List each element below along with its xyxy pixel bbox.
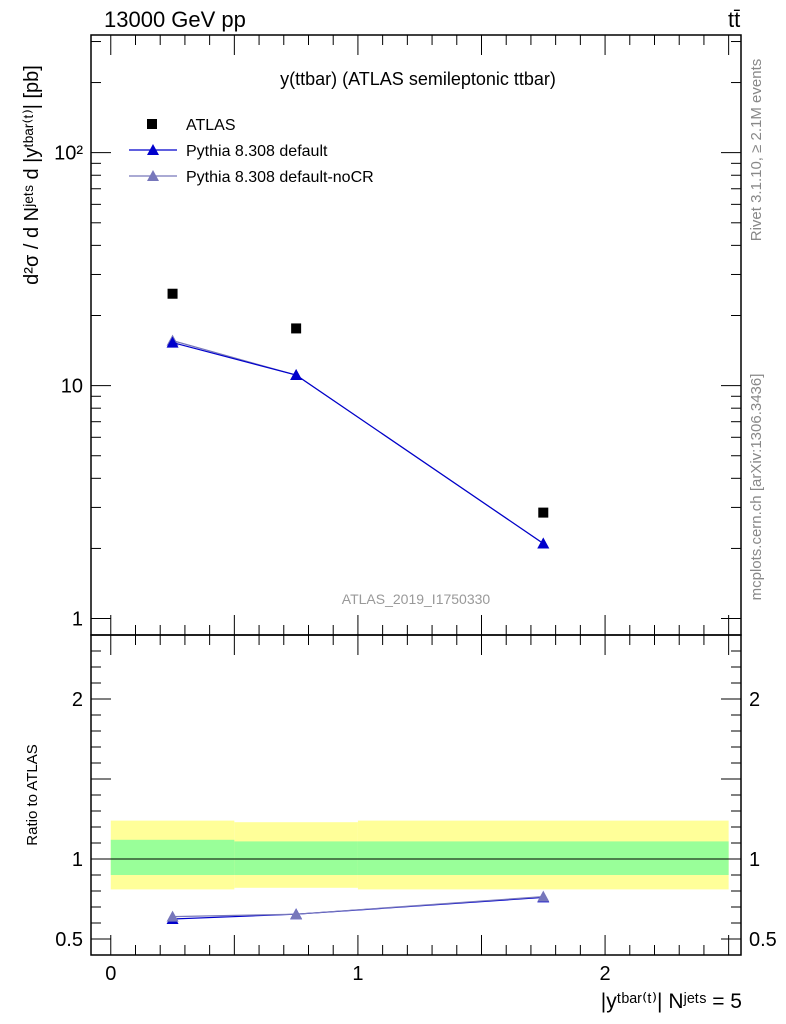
legend-label-atlas: ATLAS xyxy=(186,117,236,134)
main-y-tick-label: 10 xyxy=(61,376,83,398)
ratio-marker-triangle xyxy=(537,890,550,902)
data-point-atlas xyxy=(167,288,178,299)
header-right: tt̄ xyxy=(728,7,740,32)
main-marker-triangle xyxy=(166,336,179,348)
legend-marker-default xyxy=(147,144,159,155)
x-tick-label: 1 xyxy=(352,963,363,985)
header-left: 13000 GeV pp xyxy=(104,7,246,32)
ratio-y-axis-label: Ratio to ATLAS xyxy=(24,744,41,845)
x-tick-label: 2 xyxy=(600,963,611,985)
main-marker-triangle xyxy=(290,369,303,381)
legend-marker-atlas xyxy=(147,119,157,129)
x-tick-label: 0 xyxy=(105,963,116,985)
main-y-tick-label: 1 xyxy=(72,609,83,631)
mcplots-label: mcplots.cern.ch [arXiv:1306.3436] xyxy=(748,374,765,601)
ratio-y-tick-label-right: 0.5 xyxy=(749,929,777,951)
legend: ATLAS Pythia 8.308 default Pythia 8.308 … xyxy=(129,117,374,186)
data-point-atlas xyxy=(538,507,549,518)
ratio-y-tick-label: 1 xyxy=(72,849,83,871)
x-axis-label: |yᵗᵇᵃʳ⁽ᵗ⁾| Nʲᵉᵗˢ = 5 xyxy=(601,990,742,1013)
data-point-atlas xyxy=(291,323,302,334)
ratio-y-tick-label-right: 1 xyxy=(749,849,760,871)
ratio-band-green-2 xyxy=(357,841,729,875)
ratio-marker-triangle xyxy=(290,908,303,920)
ratio-band-green-0 xyxy=(110,839,235,875)
ratio-y-tick-label: 2 xyxy=(72,689,83,711)
ratio-band-green-1 xyxy=(234,841,358,875)
ratio-y-tick-label-right: 2 xyxy=(749,689,760,711)
main-marker-triangle xyxy=(537,537,550,549)
plot-title: y(ttbar) (ATLAS semileptonic ttbar) xyxy=(280,69,556,89)
main-y-tick-label: 10² xyxy=(54,143,83,165)
legend-marker-nocr xyxy=(147,170,159,181)
main-y-axis-label: d²σ / d Nʲᵉᵗˢ d |yᵗᵇᵃʳ⁽ᵗ⁾| [pb] xyxy=(21,65,43,285)
ratio-marker-triangle xyxy=(166,910,179,922)
rivet-label: Rivet 3.1.10, ≥ 2.1M events xyxy=(748,59,765,242)
legend-label-default: Pythia 8.308 default xyxy=(186,143,328,160)
ratio-y-tick-label: 0.5 xyxy=(55,929,83,951)
legend-label-nocr: Pythia 8.308 default-noCR xyxy=(186,169,374,186)
analysis-id: ATLAS_2019_I1750330 xyxy=(342,591,491,607)
